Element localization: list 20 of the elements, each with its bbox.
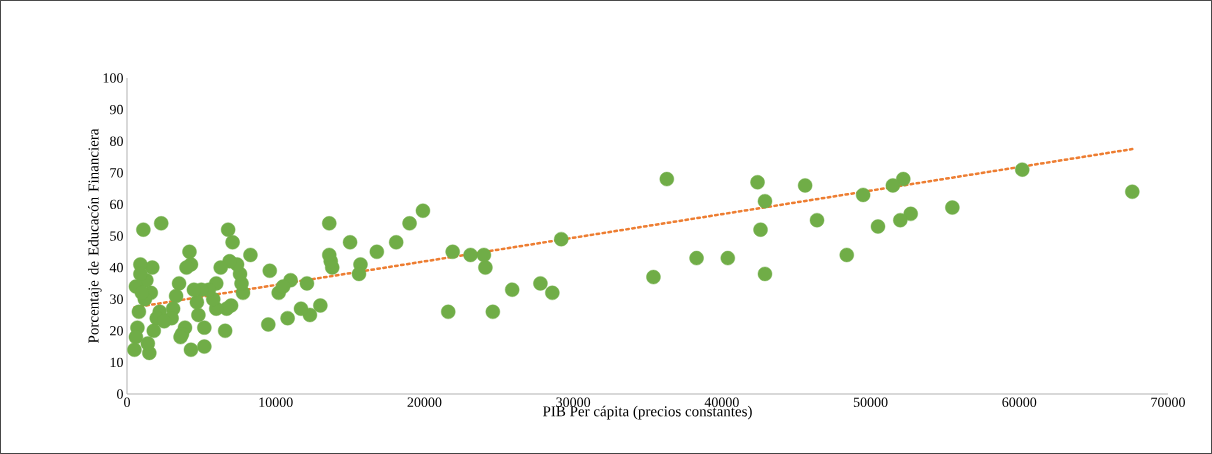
y-tick-label: 80	[110, 136, 123, 146]
x-tick-label: 0	[124, 397, 130, 407]
y-tick-label: 70	[110, 168, 123, 178]
y-tick-label: 40	[109, 262, 123, 273]
y-axis-title: Porcentaje de Educacón Financiera	[87, 128, 102, 343]
y-tick-label: 0	[117, 389, 123, 399]
x-tick-label: 50000	[853, 397, 888, 407]
x-tick-label: 20000	[407, 397, 442, 407]
y-tick-label: 60	[110, 199, 123, 210]
x-tick-label: 70000	[1151, 397, 1185, 407]
x-tick-label: 40000	[704, 397, 739, 407]
y-tick-label: 10	[110, 357, 123, 368]
y-tick-label: 30	[110, 294, 123, 304]
x-tick-label: 10000	[259, 397, 293, 407]
x-tick-label: 30000	[556, 397, 591, 407]
x-tick-label: 60000	[1002, 397, 1037, 407]
y-tick-label: 100	[103, 73, 123, 83]
y-tick-label: 20	[110, 326, 123, 336]
y-tick-label: 50	[110, 231, 123, 241]
y-tick-label: 90	[109, 104, 123, 115]
